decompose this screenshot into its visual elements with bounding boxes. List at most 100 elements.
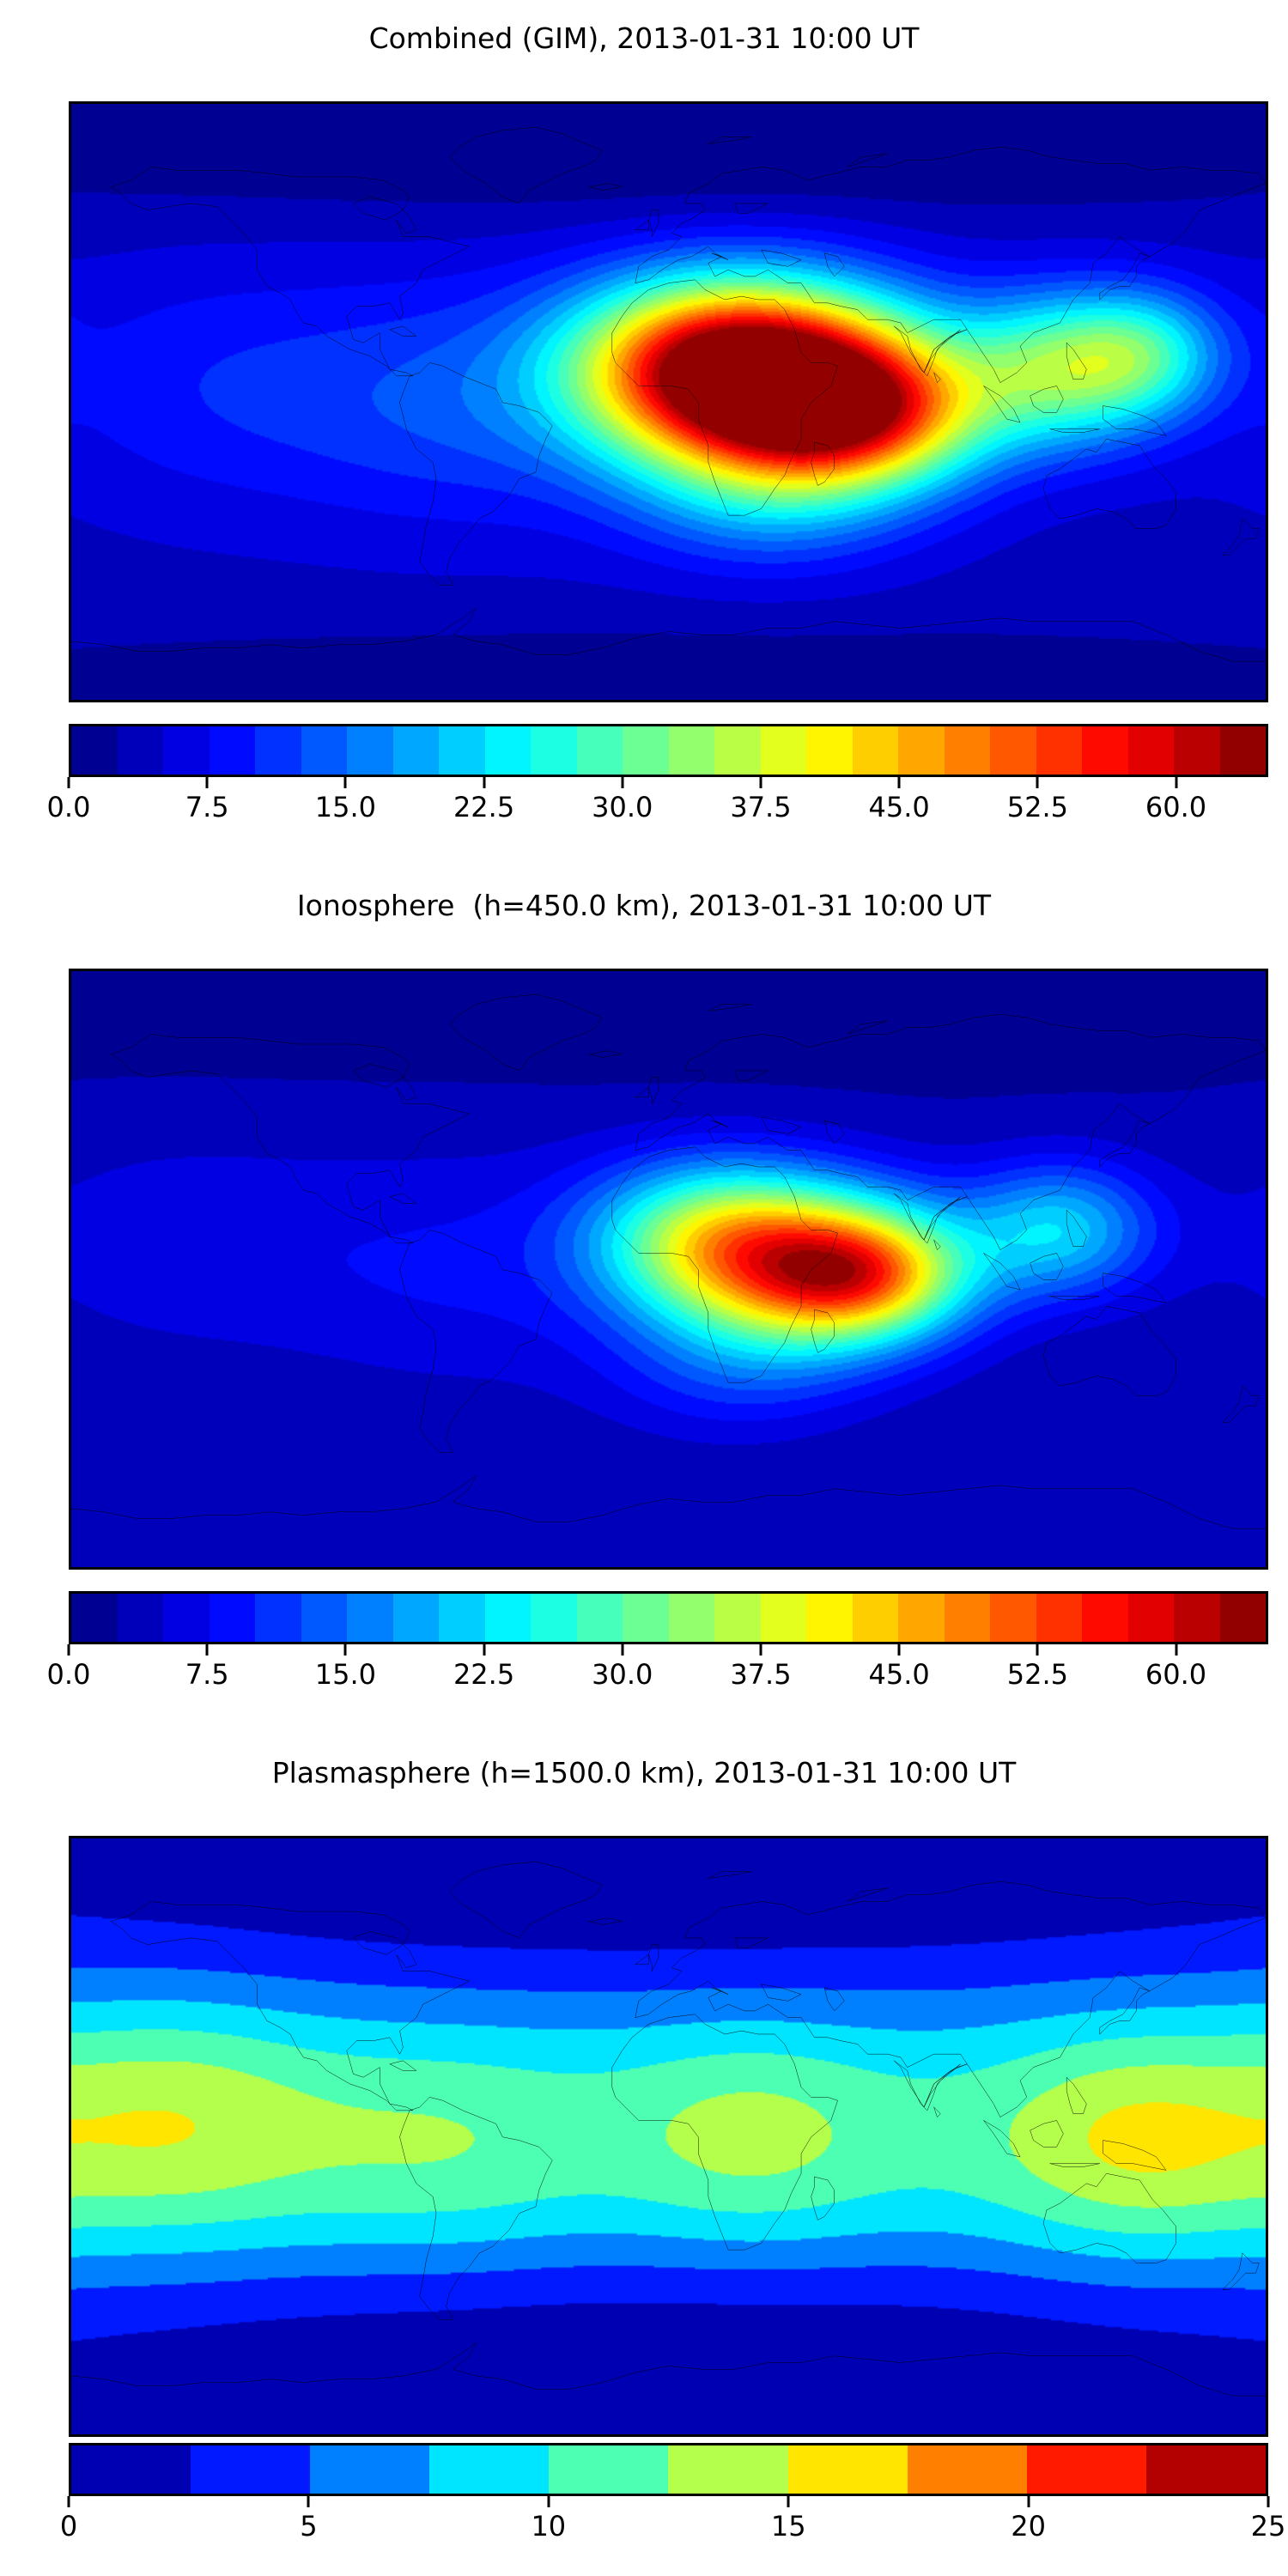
coastlines-ionosphere	[71, 971, 1266, 1569]
colorbar-tick	[1036, 777, 1039, 788]
colorbar-plasmasphere: 0 5 10 15 20 25	[60, 2443, 1286, 2548]
colorbar-labels-plasmasphere: 0 5 10 15 20 25	[60, 2508, 1286, 2548]
colorbar-tick-label: 45.0	[868, 1658, 930, 1691]
colorbar-segment	[429, 2445, 550, 2494]
colorbar-segment	[301, 726, 347, 775]
colorbar-gradient-combined-gim	[69, 724, 1268, 777]
coastlines-plasmasphere	[71, 1838, 1266, 2436]
colorbar-segment	[623, 1594, 669, 1642]
colorbar-tick-label: 60.0	[1145, 1658, 1207, 1691]
colorbar-tick	[1175, 777, 1178, 788]
colorbar-tick	[67, 777, 70, 788]
colorbar-tick-label: 15.0	[314, 791, 376, 823]
colorbar-tick-label: 30.0	[592, 791, 653, 823]
colorbar-segment	[71, 726, 118, 775]
colorbar-segment	[163, 1594, 210, 1642]
colorbar-segment	[163, 726, 210, 775]
map-field-plasmasphere	[71, 1838, 1266, 2434]
colorbar-tick-label: 22.5	[453, 1658, 515, 1691]
colorbar-segment	[576, 1594, 623, 1642]
colorbar-tick-label: 60.0	[1145, 791, 1207, 823]
colorbar-tick	[759, 777, 762, 788]
colorbar-tick-label: 37.5	[730, 1658, 792, 1691]
colorbar-combined-gim: 0.0 7.5 15.0 22.5 30.0 37.5 45.0 52.5 60.0	[47, 724, 1268, 829]
colorbar-segment	[1174, 1594, 1220, 1642]
colorbar-tick	[205, 777, 209, 788]
colorbar-segment	[1036, 726, 1082, 775]
colorbar-segment	[347, 726, 393, 775]
colorbar-tick	[897, 1644, 901, 1656]
colorbar-segment	[1127, 1594, 1174, 1642]
colorbar-ticks-combined-gim	[67, 777, 1268, 789]
colorbar-segment	[209, 1594, 255, 1642]
colorbar-ticks-plasmasphere	[67, 2496, 1270, 2508]
colorbar-tick	[343, 1644, 347, 1656]
colorbar-tick	[621, 1644, 624, 1656]
colorbar-segment	[668, 1594, 714, 1642]
panel-title-ionosphere: Ionosphere (h=450.0 km), 2013-01-31 10:0…	[296, 889, 992, 922]
colorbar-segment	[944, 726, 990, 775]
colorbar-tick-label: 45.0	[868, 791, 930, 823]
colorbar-segment	[1145, 2445, 1266, 2494]
colorbar-segment	[484, 1594, 531, 1642]
colorbar-gradient-plasmasphere	[69, 2443, 1268, 2496]
colorbar-tick	[67, 1644, 70, 1656]
colorbar-ticks-ionosphere	[67, 1644, 1268, 1656]
colorbar-segment	[787, 2445, 908, 2494]
colorbar-segment	[806, 726, 853, 775]
colorbar-tick	[787, 2496, 790, 2507]
colorbar-tick-label: 30.0	[592, 1658, 653, 1691]
colorbar-segment	[1082, 726, 1128, 775]
colorbar-tick-label: 15.0	[314, 1658, 376, 1691]
colorbar-segment	[310, 2445, 430, 2494]
colorbar-tick-label: 20	[1011, 2510, 1046, 2543]
panel-title-plasmasphere: Plasmasphere (h=1500.0 km), 2013-01-31 1…	[271, 1756, 1017, 1789]
colorbar-tick-label: 52.5	[1006, 1658, 1068, 1691]
colorbar-segment	[907, 2445, 1027, 2494]
colorbar-tick	[1036, 1644, 1039, 1656]
colorbar-segment	[1026, 2445, 1146, 2494]
colorbar-segment	[1174, 726, 1220, 775]
colorbar-tick	[621, 777, 624, 788]
colorbar-segment	[117, 726, 163, 775]
colorbar-tick-label: 7.5	[185, 791, 229, 823]
colorbar-segment	[898, 1594, 945, 1642]
colorbar-tick-label: 22.5	[453, 791, 515, 823]
colorbar-segment	[347, 1594, 393, 1642]
colorbar-segment	[209, 726, 255, 775]
colorbar-segment	[714, 726, 761, 775]
colorbar-tick	[307, 2496, 310, 2507]
colorbar-segment	[714, 1594, 761, 1642]
colorbar-tick	[547, 2496, 550, 2507]
colorbar-ionosphere: 0.0 7.5 15.0 22.5 30.0 37.5 45.0 52.5 60.0	[47, 1591, 1268, 1696]
map-combined-gim	[69, 101, 1268, 702]
colorbar-tick	[483, 777, 486, 788]
colorbar-segment	[806, 1594, 853, 1642]
colorbar-segment	[852, 726, 898, 775]
map-field-combined-gim	[71, 104, 1266, 700]
colorbar-tick-label: 7.5	[185, 1658, 229, 1691]
colorbar-segment	[1036, 1594, 1082, 1642]
colorbar-segment	[990, 726, 1036, 775]
colorbar-segment	[1127, 726, 1174, 775]
colorbar-tick-label: 25	[1250, 2510, 1286, 2543]
colorbar-gradient-ionosphere	[69, 1591, 1268, 1644]
colorbar-tick-label: 5	[300, 2510, 318, 2543]
map-ionosphere	[69, 969, 1268, 1570]
colorbar-segment	[191, 2445, 311, 2494]
colorbar-segment	[668, 726, 714, 775]
colorbar-segment	[990, 1594, 1036, 1642]
colorbar-segment	[439, 1594, 485, 1642]
colorbar-segment	[71, 2445, 191, 2494]
colorbar-tick-label: 0.0	[46, 791, 91, 823]
colorbar-segment	[1082, 1594, 1128, 1642]
colorbar-segment	[392, 726, 439, 775]
colorbar-segment	[944, 1594, 990, 1642]
colorbar-segment	[549, 2445, 669, 2494]
colorbar-tick	[1267, 2496, 1270, 2507]
colorbar-tick	[759, 1644, 762, 1656]
colorbar-tick	[483, 1644, 486, 1656]
panel-title-combined-gim: Combined (GIM), 2013-01-31 10:00 UT	[368, 21, 920, 55]
colorbar-tick	[205, 1644, 209, 1656]
